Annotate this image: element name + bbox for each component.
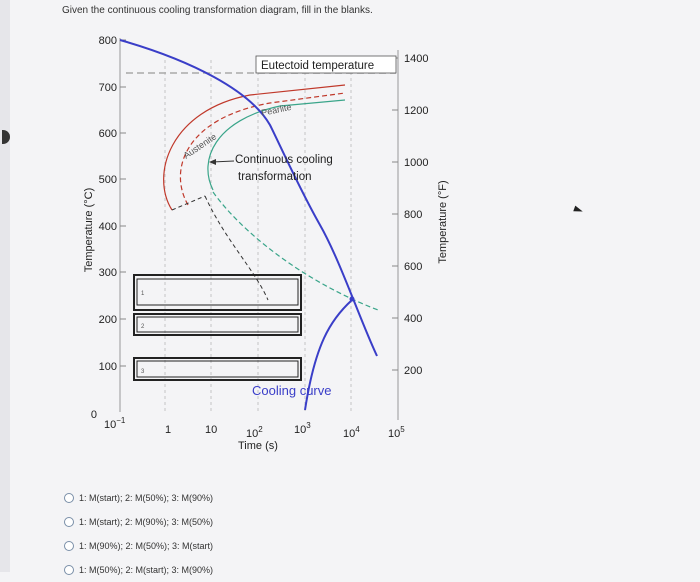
option-label: 1: M(90%); 2: M(50%); 3: M(start) (79, 541, 214, 551)
answer-options: 1: M(start); 2: M(50%); 3: M(90%) 1: M(s… (64, 486, 213, 582)
cct-start-curve (207, 99, 346, 191)
y-right-tick: 1200 (404, 105, 428, 117)
blank-number-3: 3 (141, 369, 145, 375)
cct-label-line2: transformation (238, 171, 312, 183)
curve-intersection-dot (349, 296, 355, 302)
scroll-handle[interactable] (2, 130, 10, 144)
cooling-curve-secondary (304, 299, 353, 411)
y-right-tick: 800 (404, 209, 422, 221)
x-tick: 10 (205, 424, 217, 436)
blank-box-2[interactable] (133, 313, 302, 336)
x-tick: 103 (294, 421, 311, 436)
eutectoid-label: Eutectoid temperature (261, 60, 374, 72)
option-4[interactable]: 1: M(50%); 2: M(start); 3: M(90%) (64, 558, 213, 582)
cct-finish-curve (212, 191, 379, 311)
y-left-tick: 0 (91, 409, 97, 421)
option-3[interactable]: 1: M(90%); 2: M(50%); 3: M(start) (64, 534, 213, 558)
eutectoid-label-box (255, 55, 397, 74)
transformation-dashed-curve (171, 195, 269, 301)
cct-label-line1: Continuous cooling (235, 154, 333, 166)
y-left-tick: 100 (99, 361, 117, 373)
option-label: 1: M(start); 2: M(50%); 3: M(90%) (79, 493, 214, 503)
pearlite-label: Pearlite (260, 102, 292, 118)
option-label: 1: M(50%); 2: M(start); 3: M(90%) (79, 565, 214, 575)
cooling-curve-label: Cooling curve (252, 383, 332, 398)
option-label: 1: M(start); 2: M(90%); 3: M(50%) (79, 517, 214, 527)
y-left-tick: 600 (99, 128, 117, 140)
pearlite-start-curve (163, 84, 346, 211)
x-tick: 10−1 (104, 416, 126, 431)
blank-number-2: 2 (141, 324, 145, 330)
y-left-tick: 400 (99, 221, 117, 233)
y-right-tick: 1000 (404, 157, 428, 169)
y-right-tick: 400 (404, 313, 422, 325)
y-right-tick: 600 (404, 261, 422, 273)
cct-diagram: 1 2 3 800 700 600 500 400 300 200 100 0 … (83, 35, 449, 452)
x-axis-label: Time (s) (238, 440, 278, 452)
radio-button[interactable] (64, 541, 74, 551)
window-left-edge (0, 0, 10, 572)
y-left-tick: 300 (99, 267, 117, 279)
x-tick: 102 (246, 425, 263, 440)
blank-box-1[interactable] (133, 274, 302, 311)
y-left-tick: 200 (99, 314, 117, 326)
y-left-axis-label: Temperature (°C) (83, 188, 95, 272)
x-tick: 1 (165, 424, 171, 436)
radio-button[interactable] (64, 565, 74, 575)
blank-number-1: 1 (141, 291, 145, 297)
option-1[interactable]: 1: M(start); 2: M(50%); 3: M(90%) (64, 486, 213, 510)
y-right-tick: 200 (404, 365, 422, 377)
y-left-tick: 500 (99, 174, 117, 186)
y-right-tick: 1400 (404, 53, 428, 65)
x-tick: 105 (388, 425, 405, 440)
y-left-tick: 800 (99, 35, 117, 47)
x-tick: 104 (343, 425, 360, 440)
y-right-axis-label: Temperature (°F) (437, 180, 449, 263)
option-2[interactable]: 1: M(start); 2: M(90%); 3: M(50%) (64, 510, 213, 534)
question-text: Given the continuous cooling transformat… (62, 5, 373, 16)
cooling-curve-main (119, 39, 378, 357)
y-left-tick: 700 (99, 82, 117, 94)
radio-button[interactable] (64, 517, 74, 527)
radio-button[interactable] (64, 493, 74, 503)
blank-box-3[interactable] (133, 357, 302, 381)
austenite-label: Austenite (182, 131, 219, 160)
